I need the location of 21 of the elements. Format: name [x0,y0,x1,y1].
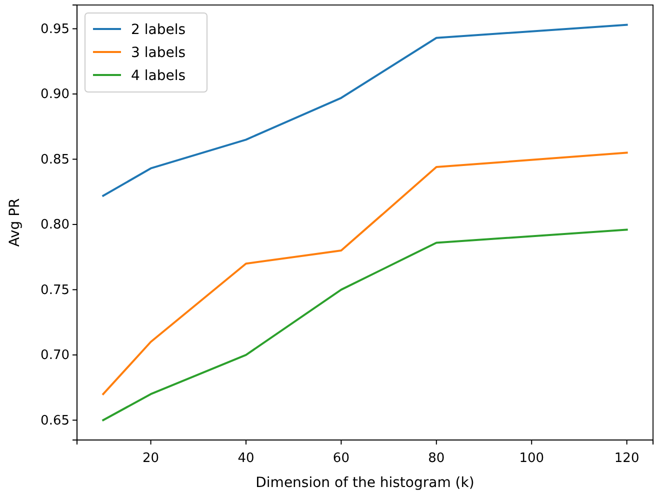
y-tick-label: 0.95 [40,22,70,37]
y-tick-label: 0.75 [40,282,70,298]
x-tick-label: 120 [614,450,640,466]
x-tick-label: 100 [519,450,544,466]
y-tick-label: 0.80 [40,218,70,233]
y-tick-label: 0.70 [40,348,70,364]
line-series [102,24,628,197]
x-axis-title: Dimension of the histogram (k) [256,475,474,491]
line-series [102,152,628,396]
y-tick-label: 0.65 [40,413,70,428]
x-tick-label: 60 [332,450,350,466]
y-axis-title: Avg PR [7,198,23,247]
y-tick-label: 0.90 [40,87,70,102]
line-series [102,228,628,422]
legend-label: 2 labels [131,22,186,38]
y-tick-label: 0.85 [40,152,70,168]
legend-label: 3 labels [131,45,186,61]
x-tick-label: 80 [428,450,445,466]
legend-label: 4 labels [131,68,186,84]
x-tick-label: 40 [238,450,254,466]
x-tick-label: 20 [142,450,160,466]
